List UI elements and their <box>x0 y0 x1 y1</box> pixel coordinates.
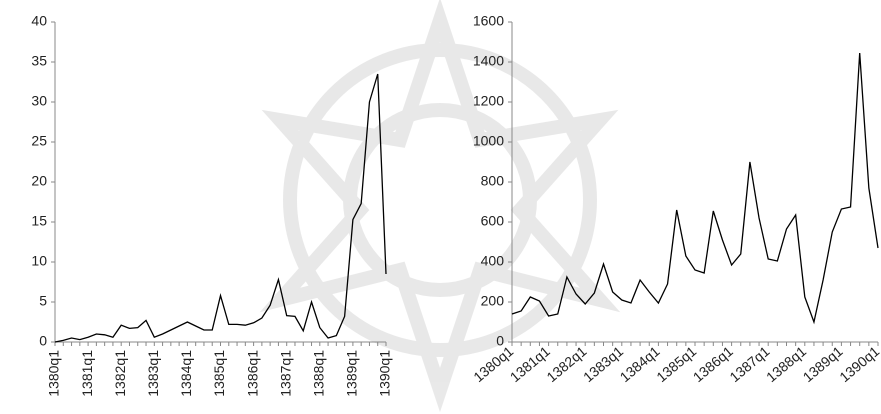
x-tick-label: 1387q1 <box>277 350 293 397</box>
x-tick-label: 1382q1 <box>112 350 128 397</box>
y-tick-label: 35 <box>31 53 47 69</box>
x-tick-label: 1387q1 <box>726 343 772 385</box>
y-tick-label: 10 <box>31 253 47 269</box>
x-tick-label: 1388q1 <box>311 350 327 397</box>
x-tick-label: 1385q1 <box>653 343 699 385</box>
y-tick-label: 400 <box>481 253 505 269</box>
x-tick-label: 1382q1 <box>543 343 589 385</box>
y-tick-label: 5 <box>39 293 47 309</box>
x-tick-label: 1383q1 <box>145 350 161 397</box>
y-tick-label: 600 <box>481 213 505 229</box>
x-tick-label: 1389q1 <box>344 350 360 397</box>
x-tick-label: 1388q1 <box>763 343 809 385</box>
y-tick-label: 0 <box>39 333 47 349</box>
x-tick-label: 1390q1 <box>836 343 881 385</box>
chart-page: 05101520253035401380q11381q11382q11383q1… <box>0 0 881 414</box>
y-tick-label: 1600 <box>473 13 504 29</box>
y-tick-label: 1000 <box>473 133 504 149</box>
y-tick-label: 30 <box>31 93 47 109</box>
x-tick-label: 1383q1 <box>580 343 626 385</box>
x-tick-label: 1385q1 <box>211 350 227 397</box>
x-tick-label: 1390q1 <box>377 350 393 397</box>
x-tick-label: 1381q1 <box>507 343 553 385</box>
x-tick-label: 1386q1 <box>690 343 736 385</box>
x-tick-label: 1380q1 <box>46 350 62 397</box>
y-tick-label: 1200 <box>473 93 504 109</box>
watermark <box>280 20 600 390</box>
y-tick-label: 20 <box>31 173 47 189</box>
y-tick-label: 800 <box>481 173 505 189</box>
y-tick-label: 25 <box>31 133 47 149</box>
x-tick-label: 1384q1 <box>617 343 663 385</box>
y-tick-label: 200 <box>481 293 505 309</box>
y-tick-label: 40 <box>31 13 47 29</box>
x-tick-label: 1381q1 <box>79 350 95 397</box>
x-tick-label: 1389q1 <box>800 343 846 385</box>
x-tick-label: 1384q1 <box>178 350 194 397</box>
x-tick-label: 1386q1 <box>244 350 260 397</box>
y-tick-label: 1400 <box>473 53 504 69</box>
y-tick-label: 15 <box>31 213 47 229</box>
